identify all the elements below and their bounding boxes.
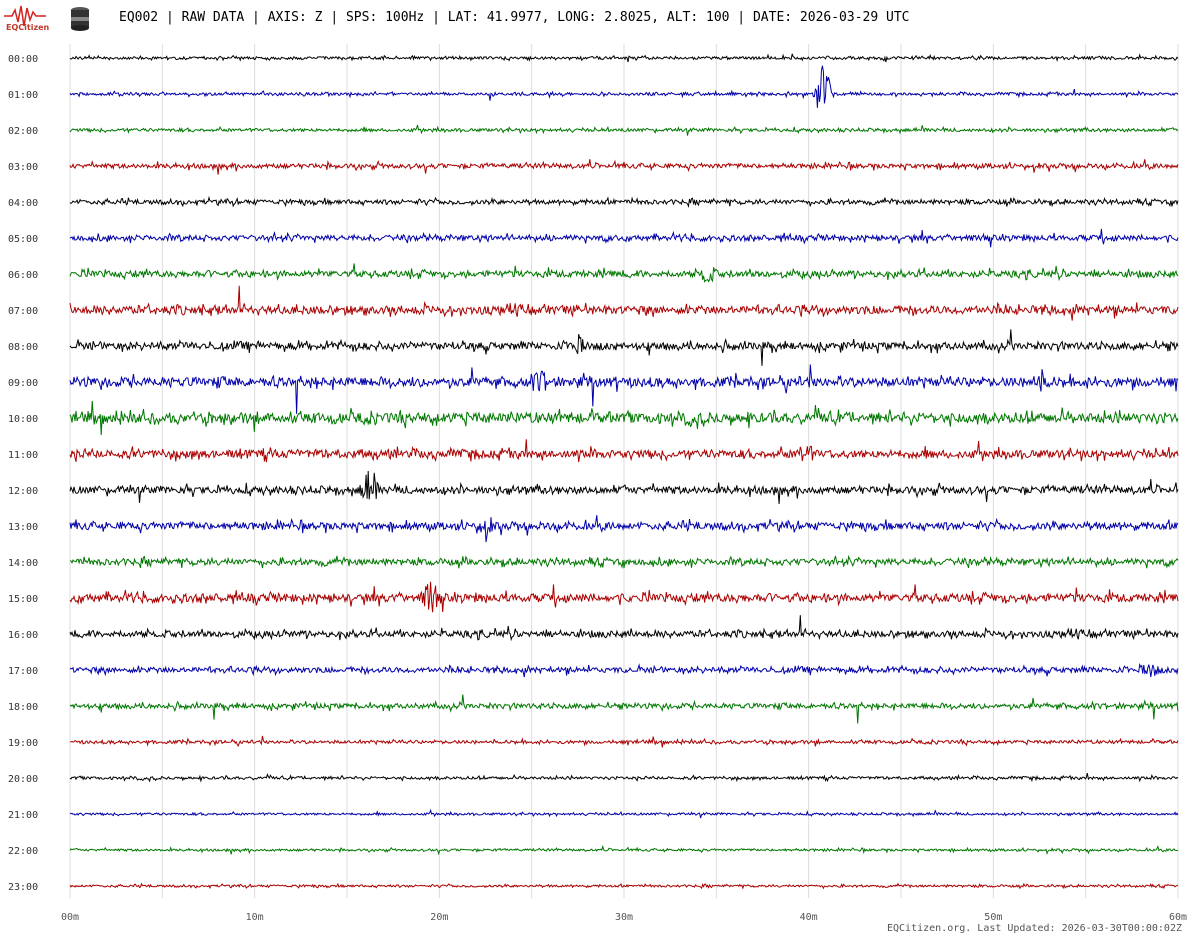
trace-line <box>69 694 1179 724</box>
x-tick-label: 10m <box>246 912 264 923</box>
header: EQCitizen EQ002 | RAW DATA | AXIS: Z | S… <box>0 0 1200 40</box>
trace-line <box>69 735 1179 748</box>
trace-line <box>69 53 1179 63</box>
x-tick-label: 40m <box>800 912 818 923</box>
logo-text: EQCitizen <box>6 23 50 32</box>
trace-line <box>69 581 1179 613</box>
x-tick-label: 50m <box>984 912 1002 923</box>
row-label: 22:00 <box>8 846 38 857</box>
eqcitizen-logo <box>4 5 46 27</box>
trace-line <box>69 263 1179 283</box>
trace-line <box>69 65 1179 108</box>
row-label: 13:00 <box>8 522 38 533</box>
row-label: 05:00 <box>8 234 38 245</box>
row-label: 15:00 <box>8 594 38 605</box>
row-label: 18:00 <box>8 702 38 713</box>
row-label: 07:00 <box>8 306 38 317</box>
trace-line <box>69 195 1179 209</box>
row-label: 19:00 <box>8 738 38 749</box>
row-label: 02:00 <box>8 126 38 137</box>
row-label: 11:00 <box>8 450 38 461</box>
row-label: 21:00 <box>8 810 38 821</box>
trace-line <box>69 882 1179 890</box>
trace-line <box>69 159 1179 175</box>
x-tick-label: 00m <box>61 912 79 923</box>
trace-line <box>69 844 1179 856</box>
row-label: 01:00 <box>8 90 38 101</box>
trace-line <box>69 615 1179 642</box>
trace-line <box>69 439 1179 463</box>
trace-line <box>69 662 1179 678</box>
row-label: 12:00 <box>8 486 38 497</box>
row-label: 06:00 <box>8 270 38 281</box>
trace-line <box>69 124 1179 136</box>
x-tick-label: 30m <box>615 912 633 923</box>
trace-line <box>69 285 1179 321</box>
trace-line <box>69 400 1179 436</box>
row-label: 20:00 <box>8 774 38 785</box>
sensor-icon <box>71 7 89 31</box>
row-label: 16:00 <box>8 630 38 641</box>
trace-line <box>69 515 1179 543</box>
trace-line <box>69 228 1179 248</box>
row-label: 04:00 <box>8 198 38 209</box>
trace-line <box>69 329 1179 366</box>
row-label: 10:00 <box>8 414 38 425</box>
last-updated-footer: EQCitizen.org. Last Updated: 2026-03-30T… <box>886 923 1182 934</box>
row-label: 03:00 <box>8 162 38 173</box>
row-label: 08:00 <box>8 342 38 353</box>
row-label: 09:00 <box>8 378 38 389</box>
trace-line <box>69 808 1179 819</box>
x-tick-label: 60m <box>1169 912 1187 923</box>
x-tick-label: 20m <box>430 912 448 923</box>
row-label: 17:00 <box>8 666 38 677</box>
chart-title: EQ002 | RAW DATA | AXIS: Z | SPS: 100Hz … <box>119 10 910 25</box>
trace-line <box>69 364 1179 414</box>
trace-line <box>69 772 1179 783</box>
row-label: 14:00 <box>8 558 38 569</box>
row-label: 23:00 <box>8 882 38 893</box>
row-label: 00:00 <box>8 54 38 65</box>
trace-line <box>69 470 1179 504</box>
trace-line <box>69 554 1179 569</box>
